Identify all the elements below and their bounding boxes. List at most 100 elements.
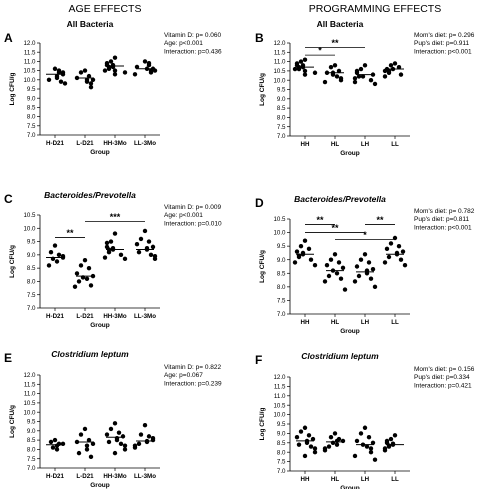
y-tick-label: 9.5: [27, 239, 36, 246]
data-point: [352, 79, 358, 85]
data-point: [362, 63, 368, 68]
data-point: [112, 68, 118, 73]
data-point: [330, 72, 336, 77]
data-point: [340, 438, 346, 444]
stat-line: Vitamin D: p= 0.822: [164, 364, 222, 371]
x-axis-label: Group: [90, 482, 110, 489]
data-point: [104, 432, 110, 437]
data-point: [76, 279, 82, 284]
stat-line: Pup's diet: p=0.911: [414, 40, 470, 47]
stat-line: Interaction: p=0.239: [164, 380, 222, 387]
data-point: [106, 439, 112, 445]
data-point: [334, 442, 340, 447]
data-point: [392, 433, 398, 438]
stat-line: Vitamin D: p= 0.009: [164, 204, 222, 211]
y-tick-label: 11.0: [24, 391, 36, 398]
y-tick-label: 7.5: [277, 459, 286, 466]
data-point: [120, 434, 126, 439]
y-tick-label: 9.0: [27, 252, 36, 259]
y-tick-label: 12.0: [23, 40, 36, 47]
y-tick-label: 7.0: [277, 468, 286, 475]
data-point: [356, 74, 362, 79]
x-axis-label: Group: [340, 328, 360, 335]
y-tick-label: 8.0: [277, 449, 286, 456]
data-point: [304, 440, 310, 445]
data-point: [340, 265, 346, 271]
data-point: [306, 246, 312, 252]
y-tick-label: 12.0: [273, 374, 286, 381]
y-tick-label: 12.0: [23, 372, 36, 379]
y-tick-label: 11.5: [274, 384, 286, 391]
data-point: [144, 439, 150, 445]
data-point: [398, 72, 404, 77]
data-point: [104, 240, 110, 246]
data-point: [336, 260, 342, 265]
x-tick-label: L-D21: [76, 473, 94, 480]
data-point: [142, 59, 148, 64]
data-point: [142, 228, 148, 234]
y-tick-label: 10.0: [273, 412, 286, 419]
panel-title: Clostridium leptum: [301, 351, 379, 361]
y-tick-label: 9.5: [277, 243, 286, 250]
data-point: [296, 254, 302, 260]
significance-label: **: [316, 215, 324, 225]
data-point: [312, 450, 318, 455]
data-point: [298, 59, 304, 64]
y-tick-label: 10.0: [23, 225, 36, 232]
data-point: [118, 441, 124, 447]
data-point: [50, 445, 56, 450]
x-tick-label: HH: [301, 141, 310, 148]
data-point: [48, 439, 54, 445]
y-tick-label: 8.0: [27, 279, 36, 286]
data-point: [46, 77, 52, 83]
data-point: [398, 257, 404, 262]
significance-label: **: [376, 215, 384, 225]
y-tick-label: 7.0: [277, 311, 286, 318]
data-point: [82, 426, 88, 432]
data-point: [302, 72, 308, 77]
data-point: [88, 84, 94, 90]
y-tick-label: 8.0: [27, 447, 36, 454]
panel-e: E Clostridium leptum 7.0 7.5 8.0 8.5 9.0 9.5 10.…: [4, 349, 222, 489]
data-point: [112, 72, 118, 77]
data-point: [146, 62, 152, 68]
stat-line: Pup's diet: p=0.811: [414, 216, 470, 223]
data-point: [388, 241, 394, 246]
y-axis-label: Log CFU/g: [259, 408, 266, 441]
y-tick-label: 8.5: [27, 265, 36, 272]
data-point: [118, 252, 124, 258]
panel-title: Bacteroides/Prevotella: [294, 194, 386, 204]
y-tick-label: 8.5: [27, 105, 36, 112]
x-axis-label: Group: [90, 149, 110, 156]
data-point: [56, 252, 62, 258]
x-tick-label: LH: [361, 141, 370, 148]
data-point: [78, 70, 84, 75]
data-point: [76, 450, 82, 456]
data-point: [296, 66, 302, 72]
data-point: [302, 57, 308, 62]
stat-line: Interaction: p=0.436: [164, 48, 222, 55]
data-point: [358, 66, 364, 72]
x-axis-label: Group: [90, 322, 110, 329]
data-point: [312, 446, 318, 451]
data-point: [86, 265, 92, 271]
y-tick-label: 10.5: [23, 212, 36, 219]
data-point: [332, 431, 338, 436]
stat-line: Interaction: p=0.010: [164, 220, 222, 227]
data-point: [74, 271, 80, 276]
data-point: [52, 437, 58, 443]
data-point: [328, 434, 334, 440]
x-tick-label: LL-3Mo: [134, 140, 156, 147]
y-tick-label: 11.0: [24, 59, 36, 66]
data-point: [382, 448, 388, 453]
data-point: [108, 59, 114, 64]
data-point: [88, 454, 94, 460]
panel-title: All Bacteria: [67, 19, 114, 29]
data-point: [372, 81, 378, 87]
data-point: [136, 441, 142, 447]
data-point: [142, 423, 148, 428]
data-point: [106, 66, 112, 71]
x-axis-label: Group: [340, 150, 360, 157]
data-point: [370, 440, 376, 445]
data-point: [134, 242, 140, 247]
